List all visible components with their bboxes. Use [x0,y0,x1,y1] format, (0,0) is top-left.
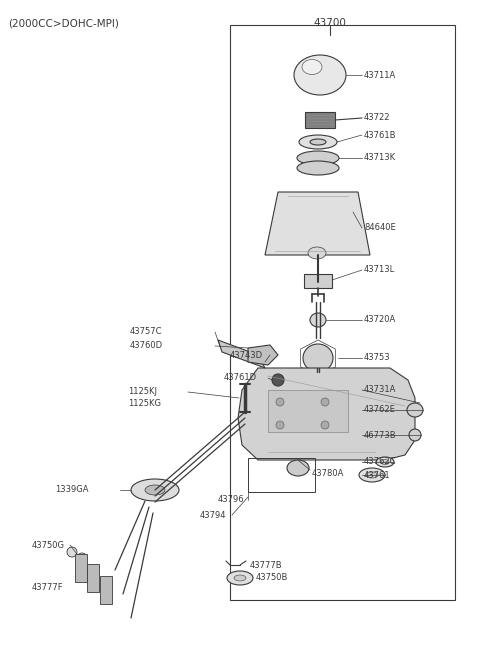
Ellipse shape [310,313,326,327]
Text: 43761: 43761 [364,471,391,480]
Bar [100,576,112,604]
Ellipse shape [321,421,329,429]
Text: 1125KG: 1125KG [128,398,161,408]
Text: 43780A: 43780A [312,469,344,478]
Bar [304,274,332,288]
Ellipse shape [321,398,329,406]
Ellipse shape [310,139,326,145]
Polygon shape [248,345,278,365]
Text: 43711A: 43711A [364,70,396,79]
Bar [305,112,335,128]
Ellipse shape [131,479,179,501]
Ellipse shape [234,575,246,581]
Ellipse shape [287,460,309,476]
Ellipse shape [366,472,378,478]
Ellipse shape [299,135,337,149]
Text: 1125KJ: 1125KJ [128,387,157,396]
Text: 43753: 43753 [364,354,391,363]
Ellipse shape [297,161,339,175]
Ellipse shape [381,460,389,465]
Ellipse shape [376,457,394,467]
Ellipse shape [227,571,253,585]
Text: 43750G: 43750G [32,541,65,549]
Ellipse shape [303,344,333,372]
Ellipse shape [145,485,165,495]
Polygon shape [265,192,370,255]
Bar [268,390,348,432]
Bar [248,458,315,492]
Polygon shape [218,340,265,368]
Text: 43762E: 43762E [364,406,396,415]
Text: 43700: 43700 [313,18,347,28]
Ellipse shape [67,547,77,557]
Ellipse shape [276,398,284,406]
Text: 43757C: 43757C [130,328,163,337]
Text: 43762C: 43762C [364,458,396,467]
Ellipse shape [409,429,421,441]
Text: 43713L: 43713L [364,265,395,274]
Ellipse shape [359,468,385,482]
Text: 43796: 43796 [218,495,245,504]
Text: 46773B: 46773B [364,430,396,439]
Ellipse shape [407,403,423,417]
Text: 43761D: 43761D [224,374,257,382]
Text: 43731A: 43731A [364,385,396,395]
Text: 84640E: 84640E [364,224,396,233]
Text: 43761B: 43761B [364,131,396,140]
Ellipse shape [272,374,284,386]
Ellipse shape [302,60,322,75]
Text: 43743D: 43743D [230,350,263,359]
Ellipse shape [77,553,87,563]
Text: 43777B: 43777B [250,560,283,569]
Text: 43794: 43794 [200,510,227,519]
Text: 1339GA: 1339GA [55,486,88,495]
Text: 43760D: 43760D [130,341,163,350]
Ellipse shape [297,151,339,165]
Text: 43722: 43722 [364,114,391,122]
Text: 43720A: 43720A [364,315,396,324]
Bar [75,554,87,582]
Ellipse shape [276,421,284,429]
Text: 43713K: 43713K [364,153,396,162]
Ellipse shape [308,247,326,259]
Ellipse shape [294,55,346,95]
Text: 43777F: 43777F [32,584,64,593]
Text: (2000CC>DOHC-MPI): (2000CC>DOHC-MPI) [8,18,119,28]
Polygon shape [238,368,415,460]
Bar [87,564,99,592]
Bar [230,25,455,600]
Text: 43750B: 43750B [256,573,288,582]
